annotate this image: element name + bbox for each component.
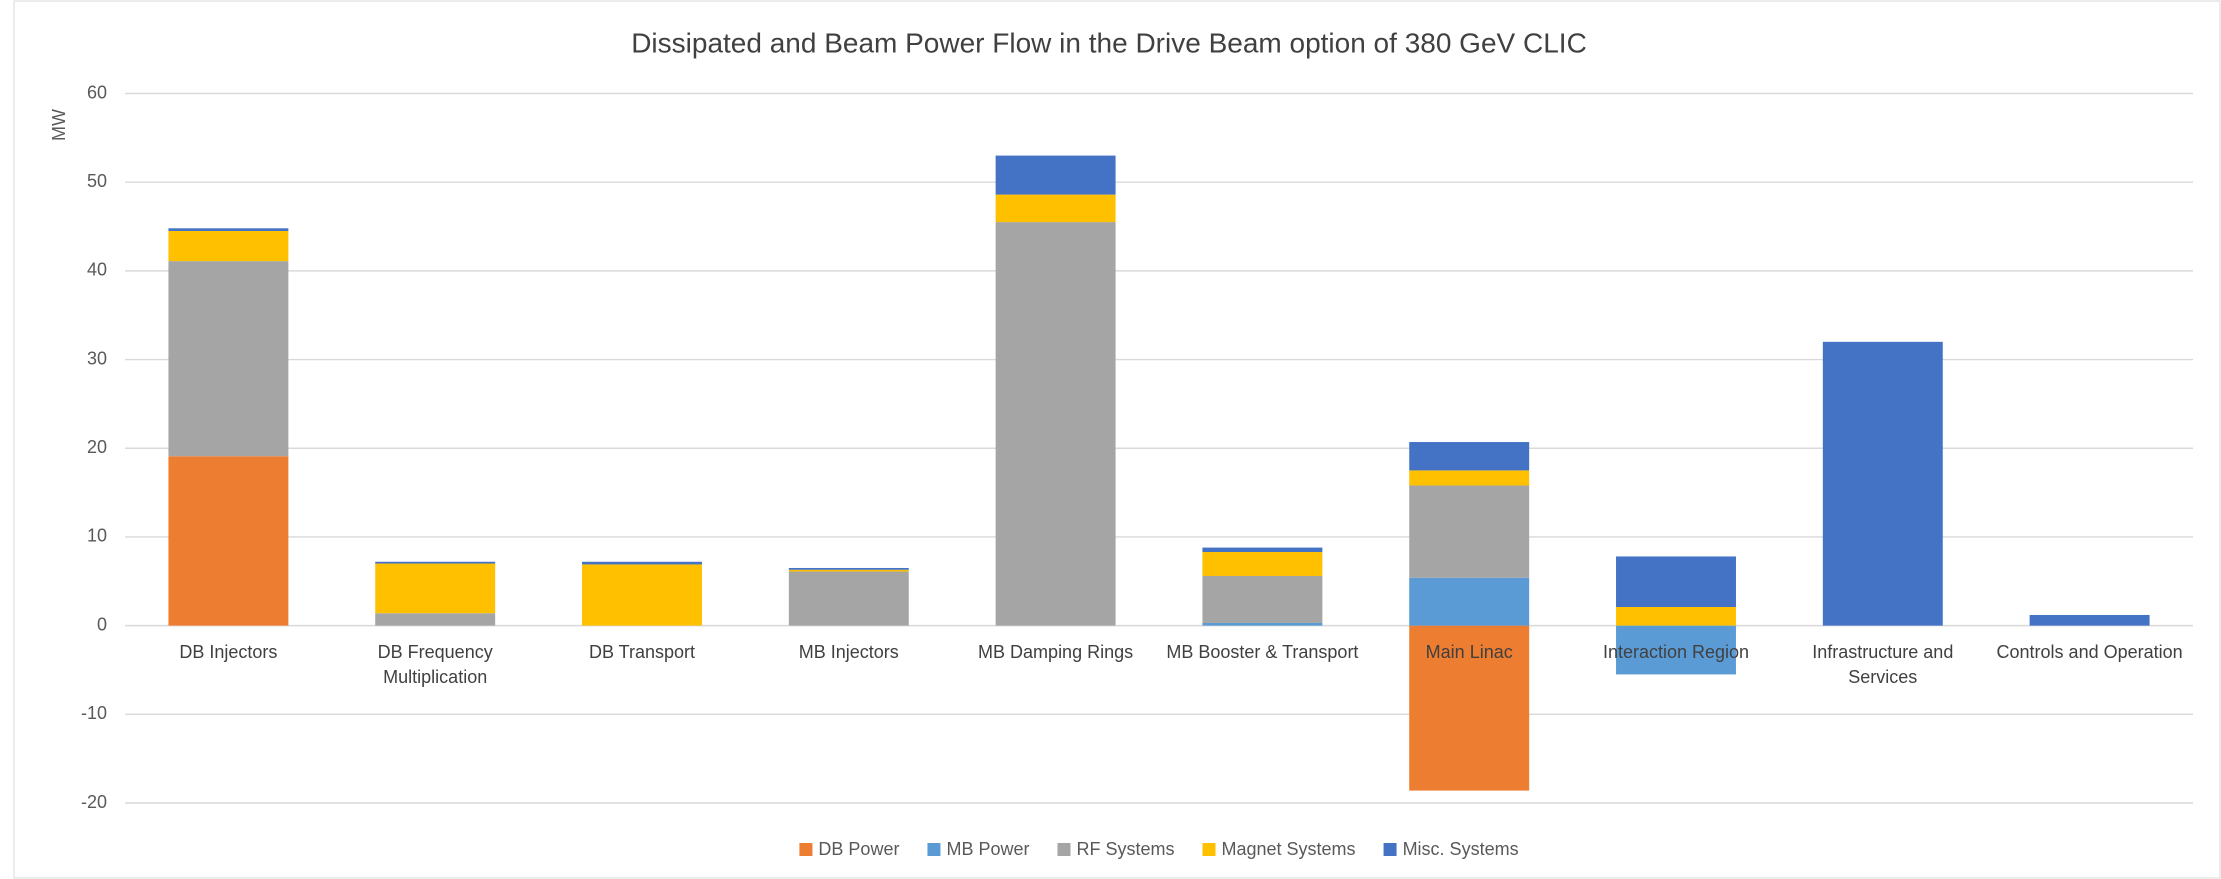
bar-segment	[168, 230, 289, 262]
bar-segment	[168, 261, 289, 457]
legend-label: MB Power	[946, 839, 1029, 859]
bar-segment	[1409, 625, 1530, 791]
bar-segment	[375, 561, 496, 564]
bar-segment	[1616, 625, 1736, 675]
bar-segment	[1616, 607, 1736, 626]
bar-segment	[1409, 470, 1530, 486]
legend-label: DB Power	[818, 839, 899, 859]
bar-segment	[168, 456, 289, 626]
bar-segment	[1202, 547, 1323, 553]
x-tick-label: MB Damping Rings	[978, 641, 1134, 662]
bar-segment	[788, 571, 909, 626]
bar-segment	[1202, 552, 1323, 576]
bar-segment	[995, 222, 1116, 626]
x-tick-label: MB Injectors	[798, 641, 899, 662]
bar-segment	[582, 564, 702, 626]
y-tick-label: 0	[97, 614, 107, 634]
y-tick-label: -10	[81, 703, 107, 723]
legend-swatch	[1383, 843, 1397, 856]
bar-segment	[1409, 485, 1530, 578]
y-tick-label: 30	[87, 348, 107, 368]
legend-label: Magnet Systems	[1222, 839, 1356, 859]
y-tick-label: -20	[81, 792, 107, 812]
legend-swatch	[927, 843, 941, 856]
x-tick-label: DB Transport	[588, 641, 696, 662]
bar-segment	[375, 563, 496, 614]
bar-segment	[995, 155, 1116, 195]
bar-segment	[375, 613, 496, 626]
x-tick-label: Infrastructure and Services	[1812, 641, 1954, 687]
x-tick-label: Main Linac	[1425, 641, 1513, 662]
y-axis-label: MW	[49, 109, 69, 141]
x-tick-label: Interaction Region	[1602, 641, 1750, 662]
legend-swatch	[1202, 843, 1216, 856]
y-tick-label: 60	[87, 82, 107, 102]
x-tick-label: MB Booster & Transport	[1166, 641, 1359, 662]
x-tick-label: DB Frequency Multiplication	[377, 641, 493, 687]
bar-segment	[582, 561, 702, 565]
legend-swatch	[1057, 843, 1071, 856]
bar-segment	[788, 569, 909, 572]
bar-segment	[1616, 556, 1736, 608]
bar-segment	[1822, 341, 1943, 626]
bar-segment	[168, 228, 289, 231]
chart-title: Dissipated and Beam Power Flow in the Dr…	[631, 27, 1587, 58]
bar-segment	[1202, 575, 1323, 623]
x-tick-label: Controls and Operation	[1996, 641, 2183, 662]
legend-label: RF Systems	[1076, 839, 1174, 859]
bar-segment	[1409, 442, 1530, 471]
y-tick-label: 50	[87, 171, 107, 191]
legend-label: Misc. Systems	[1403, 839, 1519, 859]
bar-segment	[1409, 577, 1530, 626]
bar-segment	[2029, 614, 2150, 626]
bar-segment	[1202, 622, 1323, 626]
bar-segment	[995, 194, 1116, 223]
legend-swatch	[799, 843, 813, 856]
y-tick-label: 20	[87, 437, 107, 457]
x-tick-label: DB Injectors	[179, 641, 278, 662]
y-tick-label: 10	[87, 526, 107, 546]
bar-segment	[788, 567, 909, 570]
y-tick-label: 40	[87, 260, 107, 280]
